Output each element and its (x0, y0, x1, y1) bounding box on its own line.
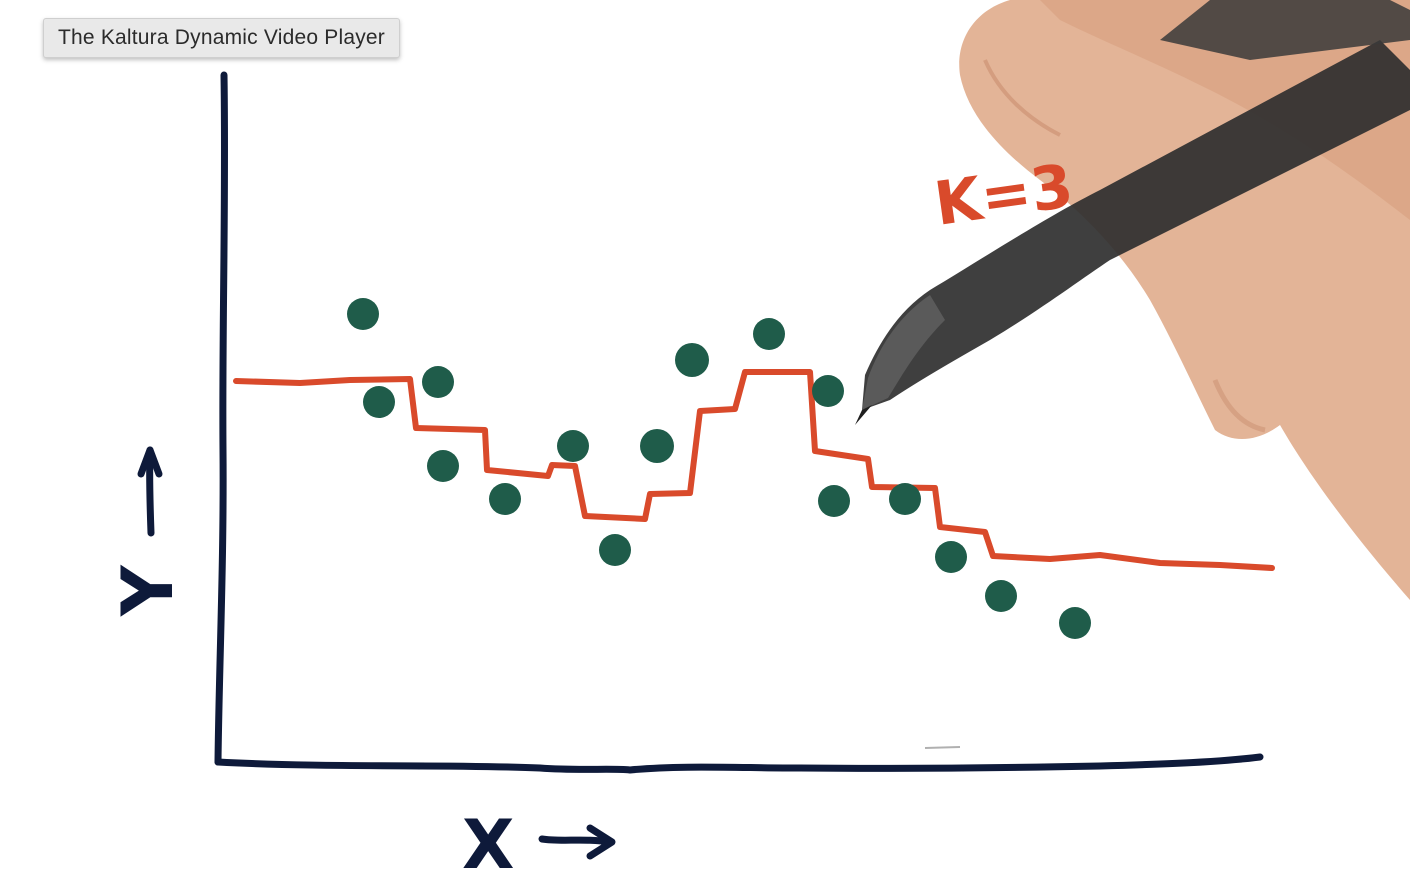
stylus-pen-icon (855, 0, 1410, 425)
data-point (640, 429, 674, 463)
data-point (557, 430, 589, 462)
data-point (1059, 607, 1091, 639)
data-point (363, 386, 395, 418)
knn-regression-curve (233, 369, 1275, 571)
tooltip-text: The Kaltura Dynamic Video Player (58, 26, 385, 49)
data-point (753, 318, 785, 350)
data-point (489, 483, 521, 515)
axes (214, 71, 1264, 774)
player-title-tooltip: The Kaltura Dynamic Video Player (43, 18, 400, 58)
y-axis-line (214, 71, 229, 766)
x-axis-label: X (462, 806, 514, 885)
data-point (889, 483, 921, 515)
arrow-up-icon (137, 446, 163, 537)
data-point (812, 375, 844, 407)
data-point (818, 485, 850, 517)
data-point (347, 298, 379, 330)
x-axis-line (214, 753, 1264, 774)
data-point (935, 541, 967, 573)
data-points (347, 298, 1091, 639)
data-point (427, 450, 459, 482)
arrow-right-icon (538, 824, 616, 860)
stray-mark (924, 746, 961, 749)
data-point (422, 366, 454, 398)
data-point (675, 343, 709, 377)
data-point (599, 534, 631, 566)
data-point (985, 580, 1017, 612)
y-axis-label: Y (107, 564, 189, 617)
